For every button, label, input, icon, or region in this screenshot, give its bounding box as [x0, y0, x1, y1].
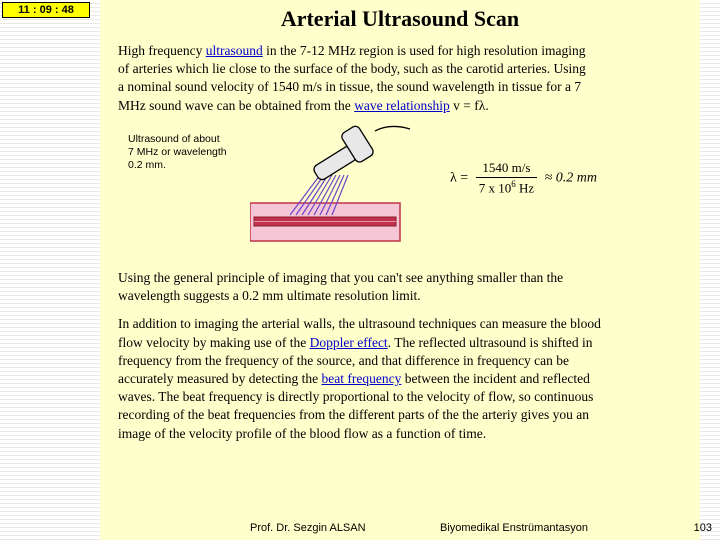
formula-result: ≈ 0.2 mm	[545, 170, 597, 185]
formula-lambda: λ =	[450, 170, 468, 185]
footer-author: Prof. Dr. Sezgin ALSAN	[250, 522, 366, 534]
page-title: Arterial Ultrasound Scan	[100, 0, 700, 42]
diagram-area: Ultrasound of about 7 MHz or wavelength …	[100, 125, 700, 255]
p1-text-c: v = fλ.	[450, 98, 489, 113]
slide-footer: Prof. Dr. Sezgin ALSAN Biyomedikal Enstr…	[0, 522, 720, 538]
footer-page-number: 103	[694, 522, 712, 534]
p1-text-a: High frequency	[118, 43, 206, 58]
formula-fraction: 1540 m/s 7 x 106 Hz	[476, 160, 537, 196]
link-ultrasound[interactable]: ultrasound	[206, 43, 263, 58]
diagram-caption: Ultrasound of about 7 MHz or wavelength …	[128, 133, 258, 172]
formula-denominator: 7 x 106 Hz	[476, 178, 537, 196]
link-beat-frequency[interactable]: beat frequency	[322, 371, 402, 386]
paragraph-3: In addition to imaging the arterial wall…	[100, 315, 630, 443]
timer-badge: 11 : 09 : 48	[2, 2, 90, 18]
link-doppler-effect[interactable]: Doppler effect	[310, 335, 388, 350]
page-content: Arterial Ultrasound Scan High frequency …	[100, 0, 700, 540]
paragraph-2: Using the general principle of imaging t…	[100, 269, 610, 305]
diag-l3: 0.2 mm.	[128, 159, 166, 171]
footer-course: Biyomedikal Enstrümantasyon	[440, 522, 588, 534]
ultrasound-diagram-svg	[250, 125, 440, 255]
formula-numerator: 1540 m/s	[476, 160, 537, 178]
diag-l2: 7 MHz or wavelength	[128, 146, 227, 158]
wavelength-formula: λ = 1540 m/s 7 x 106 Hz ≈ 0.2 mm	[450, 160, 597, 196]
paragraph-1: High frequency ultrasound in the 7-12 MH…	[100, 42, 610, 115]
link-wave-relationship[interactable]: wave relationship	[354, 98, 450, 113]
diag-l1: Ultrasound of about	[128, 133, 220, 145]
